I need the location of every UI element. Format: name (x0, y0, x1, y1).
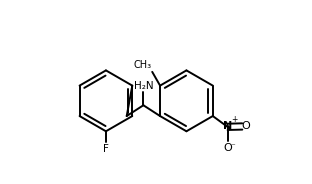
Text: +: + (231, 115, 237, 124)
Text: H₂N: H₂N (134, 81, 153, 91)
Text: O: O (241, 121, 250, 131)
Text: O: O (223, 143, 232, 153)
Text: CH₃: CH₃ (133, 59, 151, 70)
Text: ⁻: ⁻ (230, 143, 235, 152)
Text: N: N (223, 121, 232, 131)
Text: F: F (103, 144, 109, 154)
